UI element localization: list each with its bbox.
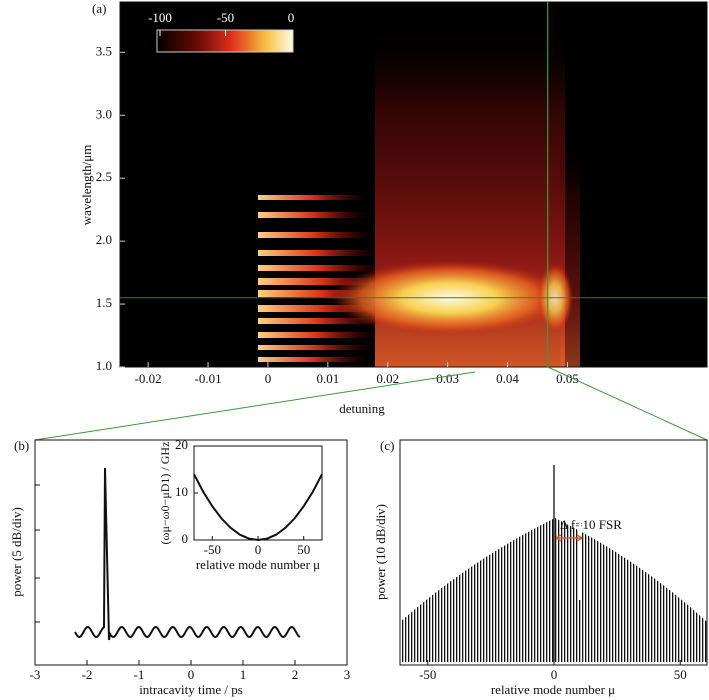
- x-tick-label: 50: [297, 542, 310, 557]
- x-axis-label: detuning: [339, 401, 385, 416]
- x-tick-label: 0.02: [376, 371, 399, 386]
- y-tick-label: 2.5: [96, 169, 112, 184]
- frame: [119, 1, 708, 368]
- y-axis-label: wavelength/μm: [79, 145, 94, 226]
- inset-frame: [193, 445, 323, 541]
- y-tick-label: 1.5: [96, 295, 112, 310]
- panel-label: (a): [92, 1, 106, 16]
- x-tick-label: -1: [134, 667, 145, 682]
- y-axis-label: power (10 dB/div): [373, 504, 388, 600]
- y-axis-label: power (5 dB/div): [9, 507, 24, 597]
- y-tick-label: 0: [182, 531, 189, 546]
- heatmap: [120, 2, 707, 367]
- y-tick-label: 10: [175, 484, 188, 499]
- x-axis-label: relative mode number μ: [491, 682, 615, 697]
- y-tick-label: 1.0: [96, 358, 112, 373]
- x-tick-label: -50: [204, 542, 221, 557]
- pulse-trace: [74, 467, 301, 641]
- x-tick-label: 0.01: [316, 371, 339, 386]
- x-tick-label: 2: [292, 667, 299, 682]
- y-tick-label: 3.0: [96, 106, 112, 121]
- delta-arrow: [555, 534, 583, 542]
- x-tick-label: -0.01: [195, 371, 222, 386]
- y-tick-label: 2.0: [96, 232, 112, 247]
- zoom-line: [34, 371, 476, 441]
- panel-label: (b): [14, 438, 29, 453]
- x-axis-label: intracavity time / ps: [139, 682, 243, 697]
- dispersion-line: [193, 473, 323, 542]
- colorbar-tick-label: -50: [217, 10, 234, 25]
- x-tick-label: 1: [240, 667, 247, 682]
- colorbar-tick-label: 0: [288, 10, 295, 25]
- x-tick-label: 50: [674, 667, 687, 682]
- comb-lines: [400, 465, 707, 662]
- frame: [399, 439, 708, 666]
- panel-label: (c): [380, 438, 394, 453]
- x-tick-label: 0: [255, 542, 262, 557]
- x-tick-label: 0.05: [556, 371, 579, 386]
- x-tick-label: 0.03: [436, 371, 459, 386]
- x-tick-label: -50: [419, 667, 436, 682]
- y-tick-label: 20: [175, 437, 188, 452]
- x-tick-label: 0.04: [496, 371, 519, 386]
- y-tick-label: 3.5: [96, 43, 112, 58]
- x-tick-label: -2: [82, 667, 93, 682]
- inset-x-label: relative mode number μ: [196, 557, 320, 572]
- x-tick-label: -0.02: [135, 371, 162, 386]
- annotation: Δ f=10 FSR: [560, 517, 622, 532]
- x-tick-label: -3: [30, 667, 41, 682]
- x-tick-label: 0: [188, 667, 195, 682]
- x-tick-label: 0: [265, 371, 272, 386]
- colorbar-tick-label: -100: [148, 10, 172, 25]
- x-tick-label: 0: [551, 667, 558, 682]
- x-tick-label: 3: [344, 667, 351, 682]
- zoom-line: [547, 366, 708, 441]
- inset-y-label: (ωμ−ω0−μD1) / GHz: [158, 442, 172, 545]
